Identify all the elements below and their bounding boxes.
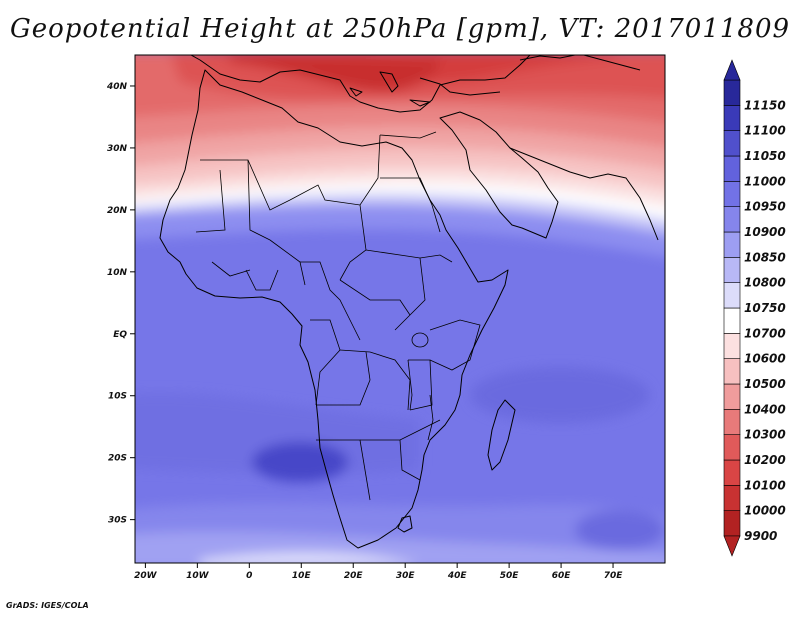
colorbar-label: 10200	[744, 453, 786, 467]
y-tick-label: 10S	[108, 392, 127, 402]
colorbar-segment	[723, 333, 741, 359]
colorbar-segment	[723, 231, 741, 258]
x-tick-label: 0	[246, 571, 252, 581]
colorbar-segment	[723, 79, 741, 106]
country-borders	[195, 131, 481, 501]
x-tick-label: 70E	[604, 571, 624, 581]
colorbar-top-arrow	[723, 59, 741, 81]
colorbar-label: 10750	[744, 301, 786, 315]
colorbar-label: 10800	[744, 276, 786, 290]
y-tick-label: 20S	[108, 454, 127, 464]
x-tick-label: 40E	[447, 571, 468, 581]
colorbar-label: 9900	[744, 529, 777, 543]
colorbar-segment	[723, 383, 741, 410]
colorbar-label: 10400	[744, 402, 786, 416]
y-tick-label: 10N	[107, 268, 128, 278]
colorbar-label: 10500	[744, 377, 786, 391]
colorbar-segment	[723, 434, 741, 461]
y-axis: 40N 30N 20N 10N EQ 10S 20S 30S	[106, 82, 135, 526]
x-axis: 20W 10W 0 10E 20E 30E 40E 50E 60E 70E	[134, 563, 623, 581]
x-tick-label: 20W	[134, 571, 158, 581]
colorbar-label: 11050	[744, 149, 786, 163]
y-tick-label: 30N	[107, 144, 128, 154]
colorbar-label: 11000	[744, 174, 786, 188]
colorbar-segment	[723, 459, 741, 486]
colorbar-segment	[723, 282, 741, 309]
colorbar-segment	[723, 181, 741, 207]
colorbar-segment	[723, 130, 741, 157]
colorbar: 9900 10000 10100 10200 10300 10400 10500 10600 1…	[723, 59, 786, 557]
plot-frame	[134, 54, 666, 564]
x-tick-label: 60E	[552, 571, 572, 581]
colorbar-segment	[723, 155, 741, 182]
y-tick-label: 40N	[106, 82, 128, 92]
colorbar-label: 10850	[744, 250, 786, 264]
colorbar-label: 10100	[744, 478, 786, 492]
colorbar-segment	[723, 257, 741, 283]
x-tick-label: 30E	[396, 571, 416, 581]
colorbar-segment	[723, 409, 741, 435]
colorbar-segment	[723, 485, 741, 511]
colorbar-label: 10000	[744, 504, 786, 518]
y-tick-label: 30S	[108, 516, 127, 526]
colorbar-label: 10600	[744, 352, 786, 366]
colorbar-segment	[723, 105, 741, 131]
colorbar-segment	[723, 358, 741, 385]
colorbar-label: 11100	[744, 124, 786, 138]
grads-credit: GrADS: IGES/COLA	[6, 601, 89, 610]
colorbar-label: 10300	[744, 428, 786, 442]
x-tick-label: 50E	[500, 571, 520, 581]
x-tick-label: 10E	[292, 571, 312, 581]
x-tick-label: 10W	[186, 571, 210, 581]
colorbar-bottom-arrow	[723, 535, 741, 557]
y-tick-label: EQ	[113, 330, 127, 340]
colorbar-segment	[723, 510, 741, 537]
x-tick-label: 20E	[344, 571, 364, 581]
colorbar-label: 10900	[744, 225, 786, 239]
y-tick-label: 20N	[107, 206, 128, 216]
colorbar-label: 10950	[744, 200, 786, 214]
colorbar-segment	[723, 206, 741, 233]
lakes	[407, 332, 434, 441]
map-title: Geopotential Height at 250hPa [gpm], VT:…	[9, 14, 791, 44]
colorbar-segment	[723, 307, 741, 334]
colorbar-label: 11150	[744, 98, 786, 112]
colorbar-label: 10700	[744, 326, 786, 340]
coastlines	[159, 55, 659, 549]
height-field	[135, 55, 665, 563]
